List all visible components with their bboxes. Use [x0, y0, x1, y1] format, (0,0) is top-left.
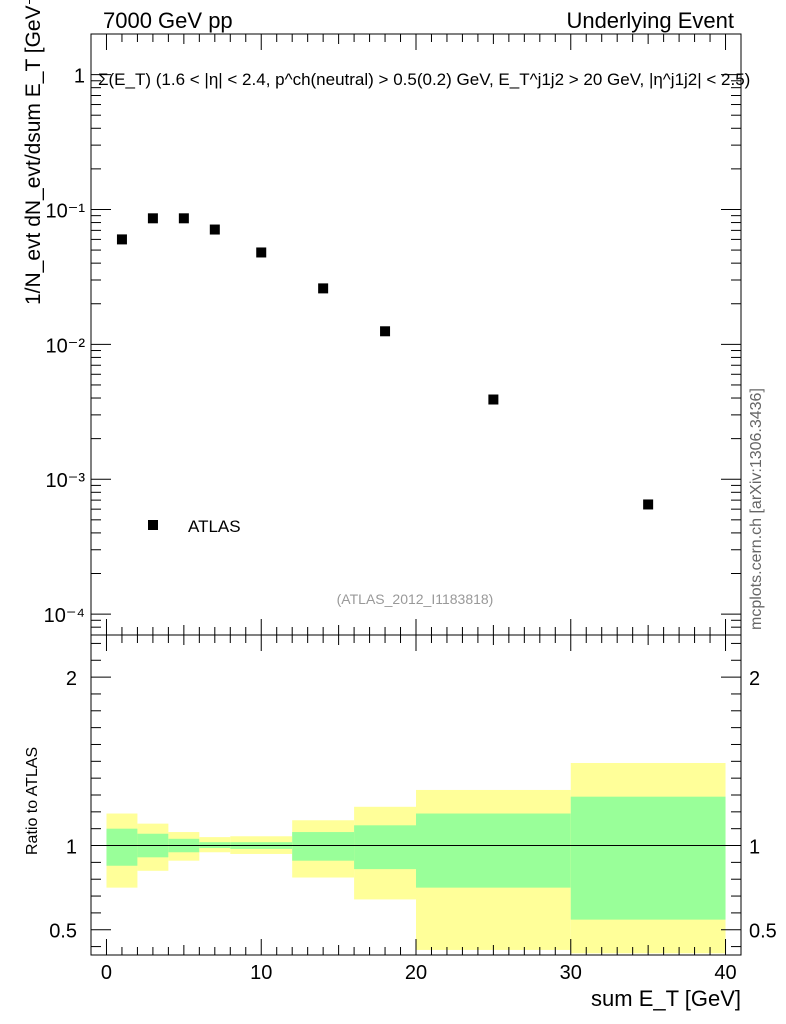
data-point	[643, 499, 654, 510]
data-point	[256, 247, 267, 258]
ratio-y-tick-label-left: 1	[66, 837, 77, 859]
data-point	[209, 224, 220, 235]
main-y-tick-label: 10⁻²	[46, 335, 86, 357]
ratio-x-tick-label: 30	[560, 962, 582, 984]
ratio-x-tick-label: 0	[101, 962, 112, 984]
analysis-annotation: (ATLAS_2012_I1183818)	[337, 591, 494, 607]
data-point	[178, 213, 189, 224]
ratio-axis-ticks	[91, 635, 741, 955]
header-right: Underlying Event	[566, 8, 734, 33]
main-data-points	[116, 213, 654, 510]
ratio-y-tick-label-right: 1	[749, 837, 760, 859]
header-left: 7000 GeV pp	[103, 8, 233, 33]
data-point	[116, 234, 127, 245]
ratio-y-tick-label-right: 0.5	[749, 921, 777, 943]
main-y-tick-label: 10⁻¹	[46, 200, 86, 222]
main-title: Σ(E_T) (1.6 < |η| < 2.4, p^ch(neutral) >…	[98, 70, 750, 89]
ratio-x-tick-label: 10	[250, 962, 272, 984]
data-point	[318, 283, 329, 294]
ratio-x-axis-label: sum E_T [GeV]	[591, 986, 741, 1011]
ratio-y-tick-labels-right: 0.5 1 2	[749, 668, 777, 943]
ratio-x-tick-label: 20	[405, 962, 427, 984]
ratio-y-tick-label-right: 2	[749, 668, 760, 690]
main-axis-ticks	[91, 33, 741, 636]
data-point	[147, 213, 158, 224]
stat-uncertainty-band-0	[106, 828, 138, 866]
data-point	[488, 394, 499, 405]
stat-uncertainty-band-5	[292, 832, 355, 861]
ratio-x-tick-label: 40	[714, 962, 736, 984]
data-point	[380, 326, 391, 337]
ratio-y-tick-label-left: 0.5	[49, 921, 77, 943]
stat-uncertainty-band-6	[354, 825, 416, 870]
main-y-tick-label: 10⁻³	[46, 470, 86, 492]
legend-label: ATLAS	[188, 517, 241, 536]
ratio-y-tick-label-left: 2	[66, 668, 77, 690]
legend-marker	[148, 520, 158, 530]
main-y-tick-label: 10⁻⁴	[44, 605, 85, 627]
main-y-tick-labels: 1 10⁻¹ 10⁻² 10⁻³ 10⁻⁴	[44, 66, 86, 628]
ratio-y-axis-label: Ratio to ATLAS	[24, 747, 41, 855]
ratio-y-tick-labels-left: 0.5 1 2	[49, 668, 77, 943]
main-y-tick-label: 1	[74, 66, 85, 88]
ratio-plot-frame	[90, 634, 742, 956]
ratio-x-tick-labels: 0 10 20 30 40	[101, 962, 737, 984]
ratio-bands	[106, 763, 726, 954]
main-y-axis-label: 1/N_evt dN_evt/dsum E_T [GeV⁻¹]	[22, 0, 45, 305]
main-plot-frame	[90, 33, 742, 636]
stat-uncertainty-band-8	[570, 796, 726, 920]
stat-uncertainty-band-7	[416, 813, 571, 888]
